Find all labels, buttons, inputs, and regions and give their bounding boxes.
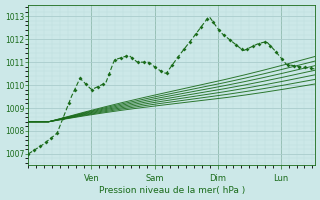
X-axis label: Pression niveau de la mer( hPa ): Pression niveau de la mer( hPa ) [99, 186, 245, 195]
